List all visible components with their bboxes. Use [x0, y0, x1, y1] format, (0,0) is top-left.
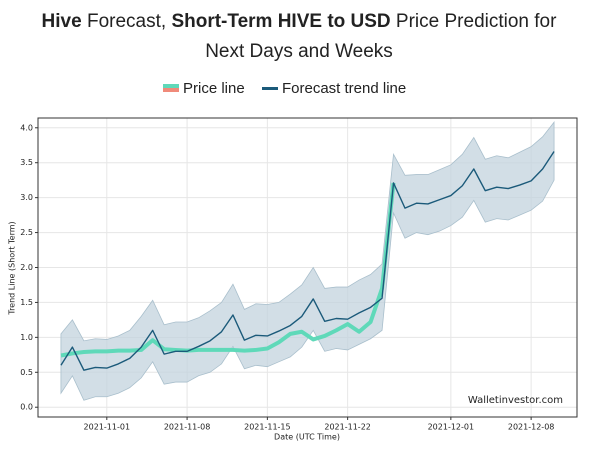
legend-swatch-part: [163, 88, 179, 92]
legend-label: Forecast trend line: [282, 80, 406, 97]
y-tick-label: 2.0: [20, 263, 33, 272]
plot-area: 0.0 0.5 1.0 1.5 2.0 2.5 3.0 3.5 4.0 2021-11-01 202…: [20, 117, 578, 432]
y-tick-label: 2.5: [20, 228, 33, 237]
y-axis-label: Trend Line (Short Term): [8, 221, 17, 315]
x-axis-label: Date (UTC Time): [274, 433, 340, 442]
y-tick-label: 4.0: [20, 123, 33, 132]
y-tick-label: 3.5: [20, 158, 33, 167]
y-tick-label: 0.5: [20, 368, 33, 377]
x-tick-label: 2021-12-01: [428, 423, 475, 432]
title-line: Next Days and Weeks: [205, 41, 393, 62]
x-tick-label: 2021-12-08: [508, 423, 555, 432]
y-tick-label: 1.0: [20, 333, 33, 342]
watermark: Walletinvestor.com: [468, 395, 563, 406]
forecast-line: [60, 151, 555, 371]
title-part: Forecast,: [82, 11, 172, 32]
title-line: Hive Forecast, Short-Term HIVE to USD Pr…: [42, 11, 558, 32]
title-part: Hive: [42, 11, 82, 32]
x-tick-label: 2021-11-08: [164, 423, 211, 432]
x-tick-label: 2021-11-01: [84, 423, 131, 432]
legend: Price line Forecast trend line: [163, 80, 406, 97]
y-tick-label: 0.0: [20, 403, 33, 412]
y-tick-label: 3.0: [20, 193, 33, 202]
chart-title: Hive Forecast, Short-Term HIVE to USD Pr…: [42, 11, 558, 62]
legend-swatch: [262, 87, 278, 90]
title-part: Price Prediction for: [391, 11, 557, 32]
title-part: Next Days and Weeks: [205, 41, 393, 62]
confidence-band: [60, 121, 555, 401]
x-tick-label: 2021-11-15: [244, 423, 291, 432]
x-tick-label: 2021-11-22: [324, 423, 371, 432]
y-tick-label: 1.5: [20, 298, 33, 307]
price-line: [60, 182, 396, 358]
legend-swatch: [163, 84, 179, 88]
legend-label: Price line: [183, 80, 245, 97]
title-part: Short-Term HIVE to USD: [171, 11, 390, 32]
plot-frame: [37, 117, 578, 418]
